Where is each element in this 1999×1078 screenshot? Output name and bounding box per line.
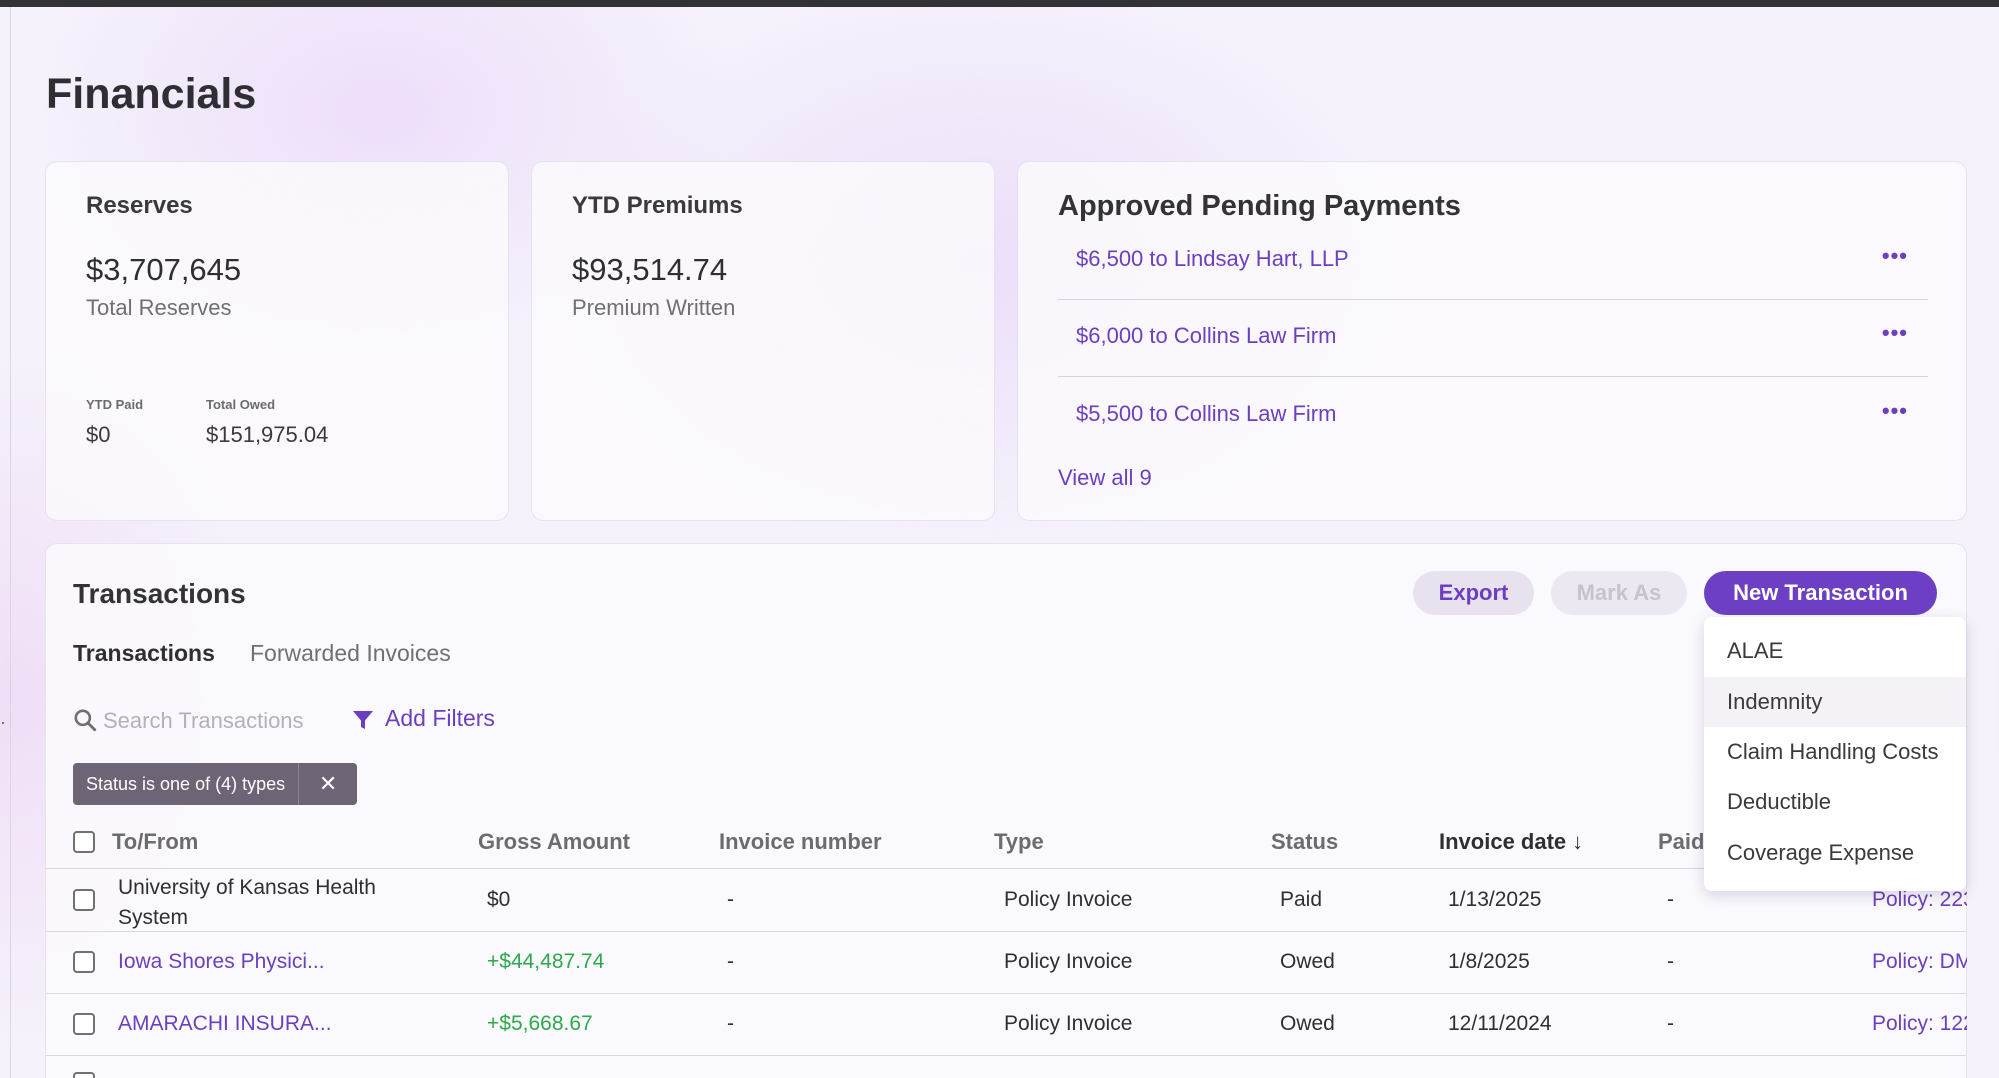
row-checkbox[interactable]: [73, 1072, 95, 1078]
search-icon: [74, 709, 97, 732]
row-checkbox[interactable]: [73, 889, 95, 911]
row-invoice-date: 1/8/2025: [1448, 950, 1530, 973]
more-options-icon[interactable]: •••: [1881, 398, 1908, 423]
ytd-paid-value: $0: [86, 422, 111, 447]
total-owed-value: $151,975.04: [206, 422, 329, 447]
row-type: Policy Invoice: [1004, 950, 1133, 973]
ytd-paid-stat: YTD Paid $0: [86, 397, 143, 448]
row-gross-amount: +$44,487.74: [487, 950, 605, 973]
view-all-link[interactable]: View all 9: [1058, 465, 1152, 490]
pending-payment-item[interactable]: $6,000 to Collins Law Firm •••: [1058, 302, 1928, 379]
invoice-date-header-label: Invoice date: [1439, 829, 1567, 854]
ytd-premiums-subtitle: Premium Written: [572, 295, 736, 320]
row-invoice-date: 12/11/2024: [1448, 1012, 1552, 1035]
pending-payment-link[interactable]: $5,500 to Collins Law Firm: [1076, 401, 1337, 426]
pending-payment-link[interactable]: $6,000 to Collins Law Firm: [1076, 323, 1337, 348]
menu-item-deductible[interactable]: Deductible: [1727, 789, 1831, 814]
row-to-from-link[interactable]: Iowa Shores Physici...: [118, 950, 325, 973]
tab-forwarded-invoices[interactable]: Forwarded Invoices: [250, 640, 451, 666]
left-border: [10, 7, 11, 1078]
total-owed-label: Total Owed: [206, 397, 276, 412]
row-gross-amount: $0: [487, 888, 511, 911]
menu-item-coverage-expense[interactable]: Coverage Expense: [1727, 840, 1915, 865]
new-transaction-button[interactable]: New Transaction: [1704, 571, 1937, 615]
row-paid: -: [1667, 1012, 1674, 1035]
window-top-bar: [0, 0, 1999, 7]
ytd-premiums-value: $93,514.74: [572, 252, 728, 287]
transactions-title: Transactions: [73, 578, 246, 609]
search-input[interactable]: [103, 704, 333, 738]
reserves-subtitle: Total Reserves: [86, 295, 232, 320]
row-checkbox[interactable]: [73, 951, 95, 973]
reserves-value: $3,707,645: [86, 252, 242, 287]
ytd-paid-label: YTD Paid: [86, 397, 144, 412]
status-filter-label[interactable]: Status is one of (4) types: [73, 763, 299, 805]
column-header-invoice-number[interactable]: Invoice number: [719, 829, 882, 854]
page-title: Financials: [46, 70, 257, 118]
reserves-card: Reserves $3,707,645 Total Reserves YTD P…: [45, 161, 509, 521]
chip-divider: [298, 763, 300, 805]
row-invoice-number: -: [727, 1012, 734, 1035]
row-status: Paid: [1280, 888, 1323, 911]
close-icon[interactable]: ✕: [299, 763, 358, 805]
column-header-invoice-date[interactable]: Invoice date ↓: [1439, 829, 1583, 855]
more-options-icon[interactable]: •••: [1881, 243, 1908, 268]
export-button[interactable]: Export: [1413, 571, 1534, 615]
ytd-premiums-card: YTD Premiums $93,514.74 Premium Written: [531, 161, 995, 521]
divider: [1058, 299, 1928, 300]
divider: [1058, 376, 1928, 377]
row-policy-link[interactable]: Policy: DM: [1872, 950, 1967, 973]
more-options-icon[interactable]: •••: [1881, 320, 1908, 345]
new-transaction-menu: ALAE Indemnity Claim Handling Costs Dedu…: [1704, 617, 1966, 891]
mark-as-button[interactable]: Mark As: [1551, 571, 1687, 615]
approved-pending-title: Approved Pending Payments: [1058, 190, 1461, 222]
row-gross-amount: +$5,668.67: [487, 1012, 593, 1035]
column-header-type[interactable]: Type: [994, 829, 1044, 854]
header-divider: [46, 868, 1966, 869]
filter-icon[interactable]: [351, 708, 375, 732]
column-header-gross-amount[interactable]: Gross Amount: [478, 829, 630, 854]
pending-payment-link[interactable]: $6,500 to Lindsay Hart, LLP: [1076, 246, 1349, 271]
row-invoice-number: -: [727, 950, 734, 973]
column-header-to-from[interactable]: To/From: [112, 829, 199, 854]
pending-payment-item[interactable]: $6,500 to Lindsay Hart, LLP •••: [1058, 225, 1928, 302]
column-header-status[interactable]: Status: [1271, 829, 1339, 854]
tab-transactions[interactable]: Transactions: [73, 640, 215, 666]
sort-descending-icon: ↓: [1572, 829, 1584, 854]
pending-payment-item[interactable]: $5,500 to Collins Law Firm •••: [1058, 380, 1928, 457]
total-owed-stat: Total Owed $151,975.04: [206, 397, 328, 448]
menu-item-indemnity[interactable]: Indemnity: [1704, 677, 1966, 727]
row-paid: -: [1667, 888, 1674, 911]
row-status: Owed: [1280, 950, 1335, 973]
select-all-checkbox[interactable]: [73, 831, 95, 853]
ytd-premiums-title: YTD Premiums: [572, 192, 743, 219]
row-to-from: University of Kansas Health System: [118, 876, 376, 929]
transactions-panel: [45, 543, 1967, 1078]
menu-item-claim-handling-costs[interactable]: Claim Handling Costs: [1727, 739, 1939, 764]
menu-item-alae[interactable]: ALAE: [1727, 638, 1784, 663]
add-filters-button[interactable]: Add Filters: [385, 705, 495, 731]
row-type: Policy Invoice: [1004, 1012, 1133, 1035]
row-paid: -: [1667, 950, 1674, 973]
approved-pending-payments-card: Approved Pending Payments $6,500 to Lind…: [1017, 161, 1967, 521]
row-to-from-link[interactable]: AMARACHI INSURA...: [118, 1012, 332, 1035]
row-type: Policy Invoice: [1004, 888, 1133, 911]
row-invoice-date: 1/13/2025: [1448, 888, 1542, 911]
status-filter-chip: Status is one of (4) types ✕: [73, 763, 358, 805]
row-divider: [46, 1055, 1966, 1056]
row-checkbox[interactable]: [73, 1013, 95, 1035]
reserves-title: Reserves: [86, 192, 193, 219]
row-divider: [46, 931, 1966, 932]
row-divider: [46, 993, 1966, 994]
cursor-dot: [2, 722, 4, 724]
column-header-paid[interactable]: Paid: [1658, 829, 1705, 854]
row-policy-link[interactable]: Policy: 122: [1872, 1012, 1967, 1035]
row-invoice-number: -: [727, 888, 734, 911]
row-policy-link[interactable]: Policy: 223: [1872, 888, 1967, 911]
row-status: Owed: [1280, 1012, 1335, 1035]
